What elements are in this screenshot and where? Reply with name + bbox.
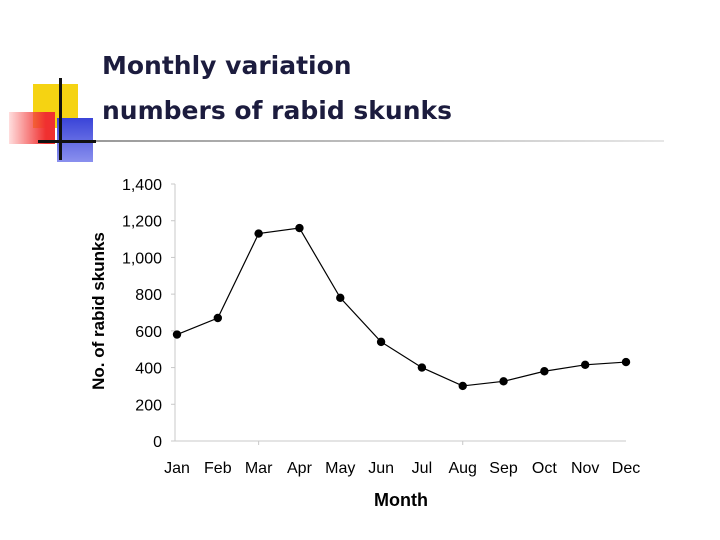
- y-tick-label: 0: [153, 434, 162, 451]
- decor-vertical-line: [59, 78, 62, 160]
- data-point: [580, 360, 590, 370]
- y-tick-label: 1,400: [122, 177, 162, 194]
- y-axis-label: No. of rabid skunks: [89, 232, 108, 390]
- x-tick-label: Aug: [448, 460, 476, 477]
- x-tick-label: Jul: [412, 460, 432, 477]
- x-tick-label: Apr: [287, 460, 313, 477]
- x-tick-label: Mar: [245, 460, 273, 477]
- y-tick-label: 400: [135, 361, 162, 378]
- x-tick-label: Sep: [489, 460, 518, 477]
- data-point: [417, 363, 427, 372]
- data-point: [172, 330, 182, 339]
- x-tick-label: May: [325, 460, 355, 477]
- data-point: [295, 223, 304, 233]
- x-tick-label: Dec: [612, 460, 640, 477]
- x-tick-label: Oct: [532, 460, 557, 477]
- x-axis-label: Month: [374, 490, 428, 510]
- y-axis: 0 200 400 600 800 1,000 1,200 1,400: [122, 177, 176, 451]
- y-tick-label: 1,000: [122, 250, 162, 267]
- x-tick-label: Jan: [164, 460, 190, 477]
- series-line: [176, 227, 627, 387]
- decor-red-bar: [9, 112, 55, 144]
- data-point: [499, 377, 508, 386]
- data-point: [213, 313, 223, 323]
- x-tick-label: Feb: [204, 460, 232, 477]
- data-point: [254, 229, 263, 238]
- y-tick-label: 200: [135, 397, 162, 414]
- data-point: [540, 367, 549, 376]
- data-point: [621, 357, 631, 367]
- slide-title-line-1: Monthly variation: [102, 51, 352, 80]
- title-underline: [96, 140, 664, 142]
- y-tick-label: 1,200: [122, 214, 162, 231]
- decor-horizontal-line: [38, 140, 96, 143]
- x-tick-label: Nov: [571, 460, 599, 477]
- data-point: [376, 337, 386, 347]
- x-tick-label: Jun: [368, 460, 394, 477]
- slide-title-line-2: numbers of rabid skunks: [102, 96, 453, 125]
- y-tick-label: 600: [135, 324, 162, 341]
- y-tick-label: 800: [135, 287, 162, 304]
- x-axis: Jan Feb Mar Apr May Jun Jul Aug Sep Oct Nov Dec: [164, 440, 640, 477]
- data-point: [336, 293, 345, 303]
- series: [172, 223, 631, 391]
- data-point: [458, 381, 467, 391]
